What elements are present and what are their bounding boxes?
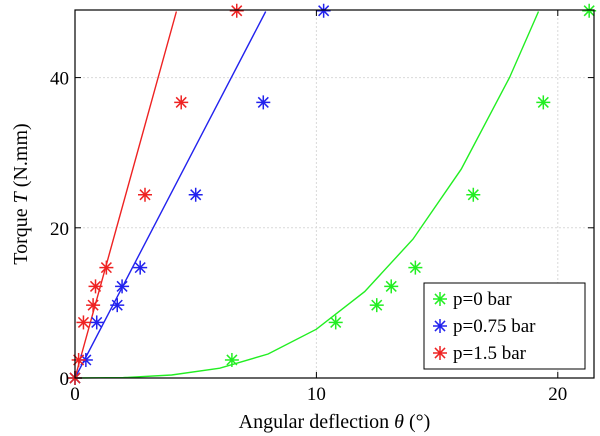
x-tick-label: 10 xyxy=(307,384,326,405)
data-point xyxy=(536,95,551,110)
marker-stroke xyxy=(434,347,446,359)
marker-stroke xyxy=(226,354,238,366)
marker-stroke xyxy=(583,5,595,17)
marker-stroke xyxy=(175,96,187,108)
data-point xyxy=(256,95,271,110)
data-point xyxy=(229,3,244,18)
marker-stroke xyxy=(257,96,269,108)
data-point xyxy=(328,315,343,330)
legend-items: p=0 bar p=0.75 bar p=1.5 bar xyxy=(433,289,536,364)
marker-stroke xyxy=(134,262,146,274)
marker-stroke xyxy=(371,299,383,311)
fit-lines xyxy=(74,11,540,379)
x-axis-title-text: Angular deflection xyxy=(239,411,390,433)
grid xyxy=(75,10,594,378)
data-point xyxy=(133,260,148,275)
tick-labels: 0 10 20 0 20 40 xyxy=(50,69,567,405)
x-axis-title-symbol: θ xyxy=(394,411,404,433)
data-point xyxy=(71,352,86,367)
marker-stroke xyxy=(467,189,479,201)
marker-stroke xyxy=(91,316,103,328)
y-axis-title-symbol: T xyxy=(10,190,32,203)
y-axis-title-unit: (N.mm) xyxy=(10,123,32,187)
marker-stroke xyxy=(116,280,128,292)
marker-stroke xyxy=(100,262,112,274)
marker-stroke xyxy=(87,299,99,311)
data-point xyxy=(316,3,331,18)
data-point xyxy=(188,187,203,202)
legend-label: p=1.5 bar xyxy=(453,343,527,364)
marker-stroke xyxy=(434,293,446,305)
legend-marker xyxy=(433,292,447,306)
marker-stroke xyxy=(139,189,151,201)
marker-stroke xyxy=(409,262,421,274)
data-point xyxy=(384,279,399,294)
data-point xyxy=(174,95,189,110)
marker-stroke xyxy=(385,280,397,292)
y-tick-label: 0 xyxy=(60,369,70,390)
data-point xyxy=(138,187,153,202)
x-tick-label: 0 xyxy=(70,384,80,405)
fit-line xyxy=(74,11,178,379)
marker-stroke xyxy=(89,280,102,292)
marker-stroke xyxy=(330,316,342,328)
marker-stroke xyxy=(537,96,549,108)
ticks xyxy=(74,10,594,379)
data-point xyxy=(224,352,239,367)
legend-label: p=0.75 bar xyxy=(453,316,536,337)
legend-box xyxy=(423,282,586,370)
data-point xyxy=(115,279,130,294)
x-axis-title-unit: (°) xyxy=(409,411,430,433)
data-point xyxy=(86,298,101,313)
x-axis-title: Angular deflection θ (°) xyxy=(239,411,431,433)
data-point xyxy=(110,298,125,313)
fit-line xyxy=(74,11,267,379)
data-point xyxy=(88,279,103,294)
y-tick-label: 20 xyxy=(50,219,69,240)
y-axis-title-text: Torque xyxy=(10,208,32,264)
data-point xyxy=(76,315,91,330)
x-tick-label: 20 xyxy=(548,384,567,405)
plot-frame xyxy=(74,9,595,379)
legend-label: p=0 bar xyxy=(453,289,512,310)
data-point xyxy=(466,187,481,202)
marker-stroke xyxy=(318,5,330,17)
marker-stroke xyxy=(231,5,243,17)
data-point xyxy=(89,315,104,330)
marker-stroke xyxy=(434,320,446,332)
legend-marker xyxy=(433,346,447,360)
y-axis-title: Torque T (N.mm) xyxy=(10,123,32,264)
legend-marker xyxy=(433,319,447,333)
marker-stroke xyxy=(77,316,90,328)
legend: p=0 bar p=0.75 bar p=1.5 bar xyxy=(423,282,586,370)
fit-line xyxy=(74,11,540,379)
data-point xyxy=(408,260,423,275)
marker-stroke xyxy=(190,189,202,201)
data-point xyxy=(99,260,114,275)
y-tick-label: 40 xyxy=(50,69,69,90)
data-point xyxy=(369,298,384,313)
marker-stroke xyxy=(111,299,123,311)
